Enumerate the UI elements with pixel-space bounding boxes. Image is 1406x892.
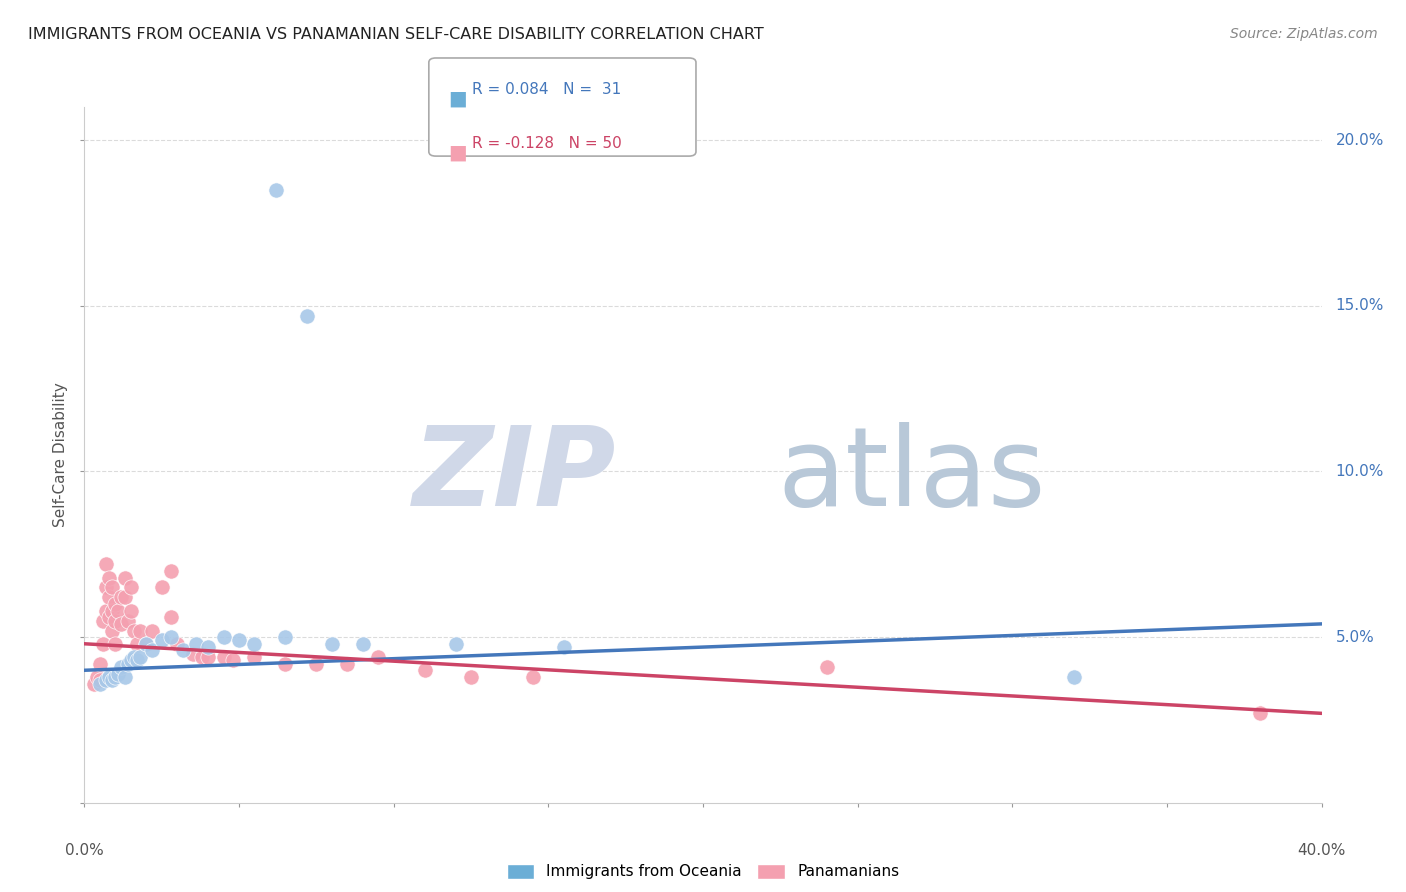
Point [160,610,183,624]
Point [160,564,183,578]
Point [94,604,117,618]
Point [150,581,173,595]
Point [135,637,157,651]
Point [125,653,148,667]
Point [101,673,124,688]
Point [166,637,188,651]
Point [110,616,132,631]
Point [172,643,194,657]
Point [94,558,117,572]
Text: R = -0.128   N = 50: R = -0.128 N = 50 [472,136,623,151]
Point [98,570,121,584]
Point [89,676,111,690]
Point [107,666,129,681]
Point [197,640,219,654]
Point [89,673,111,688]
Point [274,630,297,644]
Point [91,614,114,628]
Point [367,650,389,665]
Text: ZIP: ZIP [413,422,616,529]
Point [295,309,318,323]
Point [553,640,575,654]
Point [83,676,105,690]
Point [264,183,287,197]
Point [104,614,127,628]
Text: ▪: ▪ [447,138,468,168]
Point [336,657,359,671]
Point [117,657,139,671]
Point [101,604,124,618]
Point [110,660,132,674]
Point [104,637,127,651]
Text: 40.0%: 40.0% [1298,843,1346,858]
Text: 20.0%: 20.0% [1336,133,1384,148]
Text: 0.0%: 0.0% [65,843,104,858]
Point [117,614,139,628]
Point [89,657,111,671]
Point [212,630,235,644]
Point [129,624,152,638]
Point [107,604,129,618]
Text: IMMIGRANTS FROM OCEANIA VS PANAMANIAN SELF-CARE DISABILITY CORRELATION CHART: IMMIGRANTS FROM OCEANIA VS PANAMANIAN SE… [28,27,763,42]
Point [122,650,145,665]
Point [243,650,266,665]
Point [94,581,117,595]
Point [212,650,235,665]
Point [120,653,142,667]
Point [101,581,124,595]
Point [141,643,163,657]
Point [1063,670,1085,684]
Point [110,591,132,605]
Point [243,637,266,651]
Point [101,624,124,638]
Point [98,670,121,684]
Point [98,610,121,624]
Point [125,637,148,651]
Point [352,637,374,651]
Point [305,657,328,671]
Point [522,670,544,684]
Point [141,624,163,638]
Text: ▪: ▪ [447,85,468,114]
Point [460,670,482,684]
Text: Source: ZipAtlas.com: Source: ZipAtlas.com [1230,27,1378,41]
Point [104,670,127,684]
Point [114,591,136,605]
Point [135,637,157,651]
Point [104,597,127,611]
Text: R = 0.084   N =  31: R = 0.084 N = 31 [472,82,621,97]
Y-axis label: Self-Care Disability: Self-Care Disability [53,383,69,527]
Point [98,591,121,605]
Point [114,670,136,684]
Legend: Immigrants from Oceania, Panamanians: Immigrants from Oceania, Panamanians [501,857,905,886]
Text: 5.0%: 5.0% [1336,630,1375,645]
Point [129,650,152,665]
Point [197,650,219,665]
Point [94,673,117,688]
Point [222,653,245,667]
Point [191,650,214,665]
Text: atlas: atlas [778,422,1046,529]
Text: 15.0%: 15.0% [1336,298,1384,313]
Point [321,637,343,651]
Point [120,604,142,618]
Point [86,670,108,684]
Point [184,637,207,651]
Point [274,657,297,671]
Point [1249,706,1271,721]
Text: 10.0%: 10.0% [1336,464,1384,479]
Point [150,633,173,648]
Point [444,637,467,651]
Point [91,637,114,651]
Point [122,624,145,638]
Point [160,630,183,644]
Point [413,663,436,677]
Point [228,633,250,648]
Point [114,570,136,584]
Point [815,660,838,674]
Point [181,647,204,661]
Point [120,581,142,595]
